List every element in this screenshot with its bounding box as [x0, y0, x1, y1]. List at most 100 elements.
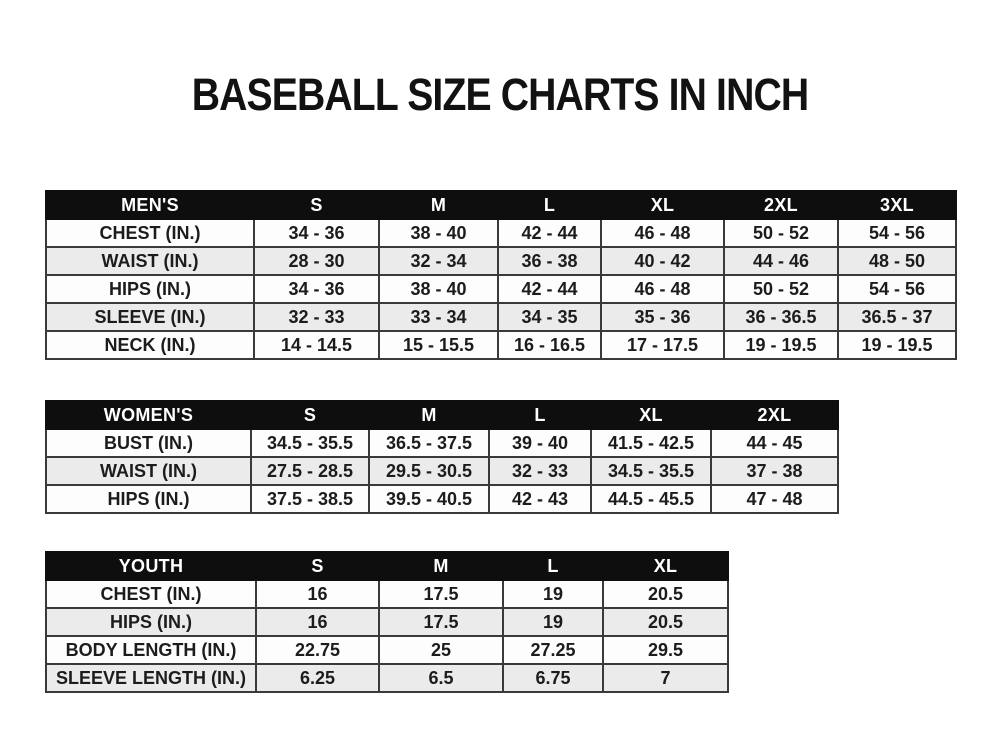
size-value: 34 - 36: [253, 218, 380, 248]
size-value: 36 - 36.5: [723, 302, 839, 332]
table-row: HIPS (IN.) 16 17.5 19 20.5: [45, 607, 729, 637]
row-label: CHEST (IN.): [45, 218, 255, 248]
row-label: SLEEVE (IN.): [45, 302, 255, 332]
column-header-s: S: [250, 400, 370, 430]
mens-size-table: MEN'S S M L XL 2XL 3XL CHEST (IN.) 34 - …: [45, 190, 957, 360]
row-label: HIPS (IN.): [45, 484, 252, 514]
column-header-s: S: [253, 190, 380, 220]
size-value: 25: [378, 635, 504, 665]
size-value: 42 - 44: [497, 274, 602, 304]
row-label: BUST (IN.): [45, 428, 252, 458]
table-row: CHEST (IN.) 34 - 36 38 - 40 42 - 44 46 -…: [45, 218, 957, 248]
size-value: 29.5: [602, 635, 729, 665]
size-value: 32 - 33: [253, 302, 380, 332]
column-header-3xl: 3XL: [837, 190, 957, 220]
row-label: CHEST (IN.): [45, 579, 257, 609]
size-value: 46 - 48: [600, 274, 725, 304]
size-value: 28 - 30: [253, 246, 380, 276]
size-value: 20.5: [602, 579, 729, 609]
size-value: 16 - 16.5: [497, 330, 602, 360]
size-value: 44 - 45: [710, 428, 839, 458]
row-label: BODY LENGTH (IN.): [45, 635, 257, 665]
womens-size-table: WOMEN'S S M L XL 2XL BUST (IN.) 34.5 - 3…: [45, 400, 839, 514]
size-value: 50 - 52: [723, 274, 839, 304]
row-label: SLEEVE LENGTH (IN.): [45, 663, 257, 693]
size-value: 47 - 48: [710, 484, 839, 514]
table-row: BUST (IN.) 34.5 - 35.5 36.5 - 37.5 39 - …: [45, 428, 839, 458]
size-value: 36 - 38: [497, 246, 602, 276]
column-header-2xl: 2XL: [710, 400, 839, 430]
size-value: 46 - 48: [600, 218, 725, 248]
row-label: WAIST (IN.): [45, 246, 255, 276]
table-row: CHEST (IN.) 16 17.5 19 20.5: [45, 579, 729, 609]
size-value: 36.5 - 37.5: [368, 428, 490, 458]
size-value: 16: [255, 607, 380, 637]
size-value: 19 - 19.5: [837, 330, 957, 360]
table-row: NECK (IN.) 14 - 14.5 15 - 15.5 16 - 16.5…: [45, 330, 957, 360]
size-value: 6.5: [378, 663, 504, 693]
table-row: WAIST (IN.) 28 - 30 32 - 34 36 - 38 40 -…: [45, 246, 957, 276]
youth-header-row: YOUTH S M L XL: [45, 551, 729, 581]
table-row: BODY LENGTH (IN.) 22.75 25 27.25 29.5: [45, 635, 729, 665]
row-label: WAIST (IN.): [45, 456, 252, 486]
column-header-xl: XL: [600, 190, 725, 220]
size-value: 33 - 34: [378, 302, 499, 332]
column-header-m: M: [378, 551, 504, 581]
table-row: WAIST (IN.) 27.5 - 28.5 29.5 - 30.5 32 -…: [45, 456, 839, 486]
size-value: 38 - 40: [378, 218, 499, 248]
column-header-xl: XL: [590, 400, 712, 430]
size-value: 29.5 - 30.5: [368, 456, 490, 486]
size-value: 6.25: [255, 663, 380, 693]
size-value: 42 - 44: [497, 218, 602, 248]
size-value: 6.75: [502, 663, 604, 693]
column-header-l: L: [488, 400, 592, 430]
size-value: 17 - 17.5: [600, 330, 725, 360]
womens-header-row: WOMEN'S S M L XL 2XL: [45, 400, 839, 430]
size-value: 48 - 50: [837, 246, 957, 276]
size-value: 17.5: [378, 579, 504, 609]
youth-table-title-cell: YOUTH: [45, 551, 257, 581]
size-value: 7: [602, 663, 729, 693]
row-label: HIPS (IN.): [45, 274, 255, 304]
size-value: 27.5 - 28.5: [250, 456, 370, 486]
table-row: SLEEVE LENGTH (IN.) 6.25 6.5 6.75 7: [45, 663, 729, 693]
size-value: 40 - 42: [600, 246, 725, 276]
column-header-m: M: [368, 400, 490, 430]
size-value: 34.5 - 35.5: [590, 456, 712, 486]
size-value: 41.5 - 42.5: [590, 428, 712, 458]
size-value: 22.75: [255, 635, 380, 665]
row-label: HIPS (IN.): [45, 607, 257, 637]
size-value: 14 - 14.5: [253, 330, 380, 360]
column-header-l: L: [497, 190, 602, 220]
size-value: 16: [255, 579, 380, 609]
size-value: 34.5 - 35.5: [250, 428, 370, 458]
size-value: 44 - 46: [723, 246, 839, 276]
size-value: 37.5 - 38.5: [250, 484, 370, 514]
size-value: 44.5 - 45.5: [590, 484, 712, 514]
size-value: 15 - 15.5: [378, 330, 499, 360]
size-value: 27.25: [502, 635, 604, 665]
size-value: 37 - 38: [710, 456, 839, 486]
size-value: 34 - 36: [253, 274, 380, 304]
size-value: 42 - 43: [488, 484, 592, 514]
size-value: 19: [502, 579, 604, 609]
size-value: 32 - 33: [488, 456, 592, 486]
womens-table-title-cell: WOMEN'S: [45, 400, 252, 430]
row-label: NECK (IN.): [45, 330, 255, 360]
size-value: 39 - 40: [488, 428, 592, 458]
column-header-m: M: [378, 190, 499, 220]
size-value: 19: [502, 607, 604, 637]
size-value: 20.5: [602, 607, 729, 637]
size-value: 34 - 35: [497, 302, 602, 332]
mens-table-title-cell: MEN'S: [45, 190, 255, 220]
youth-size-table: YOUTH S M L XL CHEST (IN.) 16 17.5 19 20…: [45, 551, 729, 693]
table-row: HIPS (IN.) 34 - 36 38 - 40 42 - 44 46 - …: [45, 274, 957, 304]
mens-header-row: MEN'S S M L XL 2XL 3XL: [45, 190, 957, 220]
table-row: HIPS (IN.) 37.5 - 38.5 39.5 - 40.5 42 - …: [45, 484, 839, 514]
size-value: 38 - 40: [378, 274, 499, 304]
size-value: 50 - 52: [723, 218, 839, 248]
page-title: BASEBALL SIZE CHARTS IN INCH: [191, 69, 809, 120]
table-row: SLEEVE (IN.) 32 - 33 33 - 34 34 - 35 35 …: [45, 302, 957, 332]
size-value: 39.5 - 40.5: [368, 484, 490, 514]
size-value: 19 - 19.5: [723, 330, 839, 360]
